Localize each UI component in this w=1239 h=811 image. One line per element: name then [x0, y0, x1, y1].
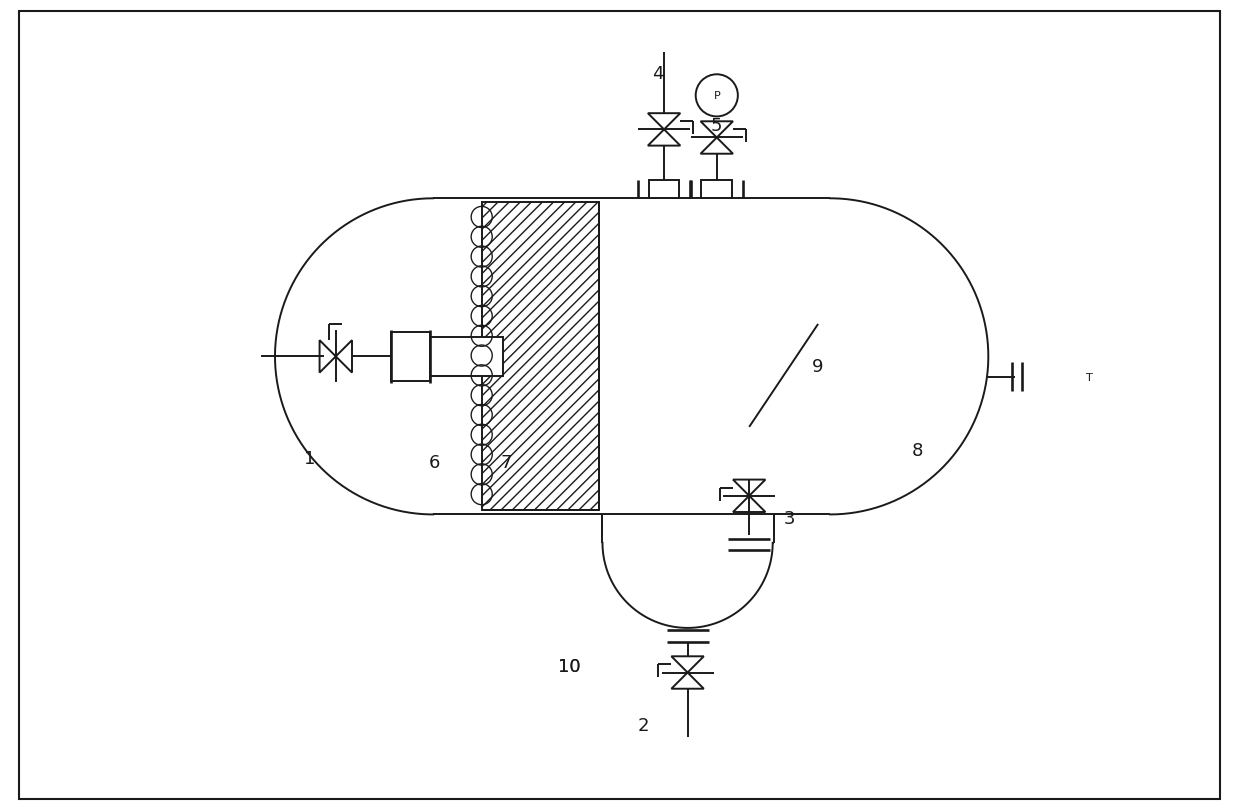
Text: 2: 2 — [638, 716, 649, 734]
Bar — [649, 181, 679, 199]
Text: 5: 5 — [711, 118, 722, 135]
Text: 4: 4 — [652, 65, 663, 83]
Text: 6: 6 — [429, 453, 440, 471]
Text: 8: 8 — [912, 441, 923, 459]
Text: 10: 10 — [558, 657, 581, 676]
Bar — [430, 337, 503, 376]
Text: T: T — [1087, 372, 1093, 382]
Bar — [701, 181, 732, 199]
Text: 9: 9 — [813, 358, 824, 375]
Text: 1: 1 — [304, 449, 316, 467]
Text: P: P — [714, 91, 720, 101]
Bar — [482, 203, 600, 511]
Text: 3: 3 — [784, 510, 795, 528]
Text: 10: 10 — [558, 657, 581, 676]
Bar — [482, 203, 600, 511]
Bar — [392, 333, 430, 381]
Text: 7: 7 — [501, 453, 512, 471]
